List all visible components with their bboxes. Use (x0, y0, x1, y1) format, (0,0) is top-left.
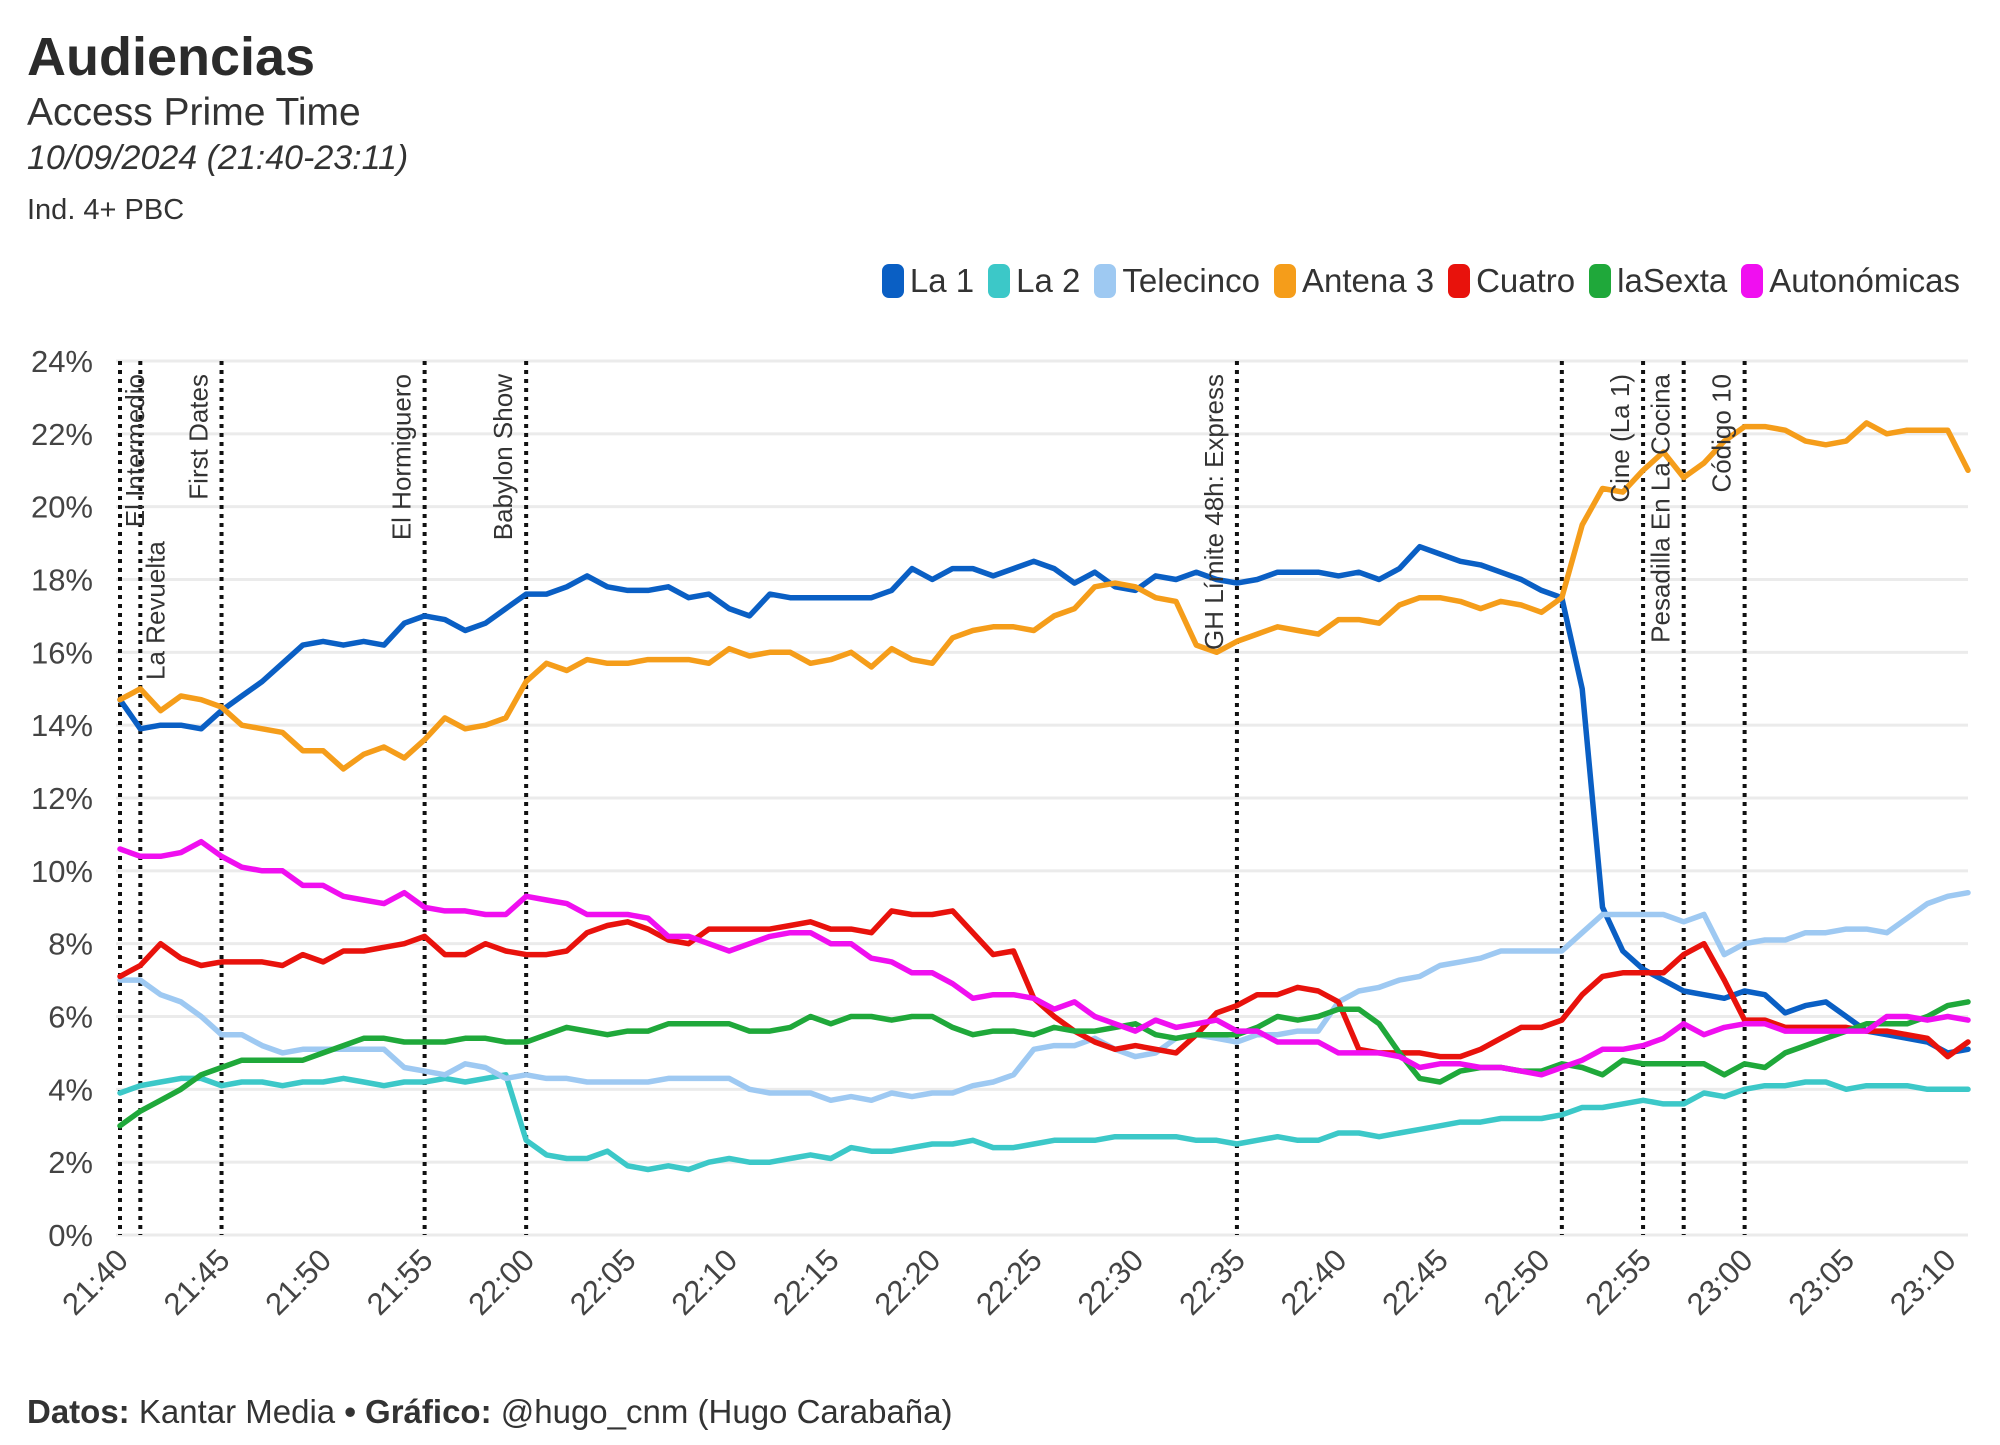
x-tick-label: 22:20 (868, 1242, 948, 1322)
author-value: @hugo_cnm (Hugo Carabaña) (500, 1393, 953, 1430)
x-tick-label: 22:10 (665, 1242, 745, 1322)
legend-key-swatch (881, 264, 904, 298)
legend-key-swatch (1094, 264, 1117, 298)
x-tick-label: 22:15 (766, 1242, 846, 1322)
y-tick-label: 10% (31, 854, 93, 889)
y-tick-label: 6% (48, 1000, 93, 1035)
x-tick-label: 22:35 (1172, 1242, 1252, 1322)
program-label: Babylon Show (488, 374, 518, 540)
y-tick-label: 2% (48, 1145, 93, 1180)
series-line-telecinco (117, 889, 1971, 1104)
y-tick-label: 14% (31, 708, 93, 743)
x-tick-label: 22:30 (1071, 1242, 1151, 1322)
legend-key-swatch (1741, 264, 1764, 298)
y-tick-label: 12% (31, 781, 93, 816)
x-tick-label: 22:45 (1375, 1242, 1455, 1322)
x-tick-label: 23:00 (1680, 1242, 1760, 1322)
x-tick-label: 23:05 (1781, 1242, 1861, 1322)
x-tick-label: 23:10 (1883, 1242, 1963, 1322)
legend-label: Telecinco (1122, 262, 1260, 299)
series-line-la-1 (117, 543, 1971, 1056)
legend: La 1 La 2 Telecinco Antena 3 Cuatro laSexta Au… (868, 262, 1960, 300)
legend-key-swatch (1273, 264, 1296, 298)
series-line-cuatro (117, 908, 1971, 1060)
author-label: Gráfico: (365, 1393, 492, 1430)
x-tick-label: 22:00 (461, 1242, 541, 1322)
legend-label: Cuatro (1476, 262, 1576, 299)
source-value: Kantar Media (138, 1393, 336, 1430)
y-tick-label: 20% (31, 490, 93, 525)
y-tick-label: 22% (31, 417, 93, 452)
legend-item: La 1 (881, 262, 975, 300)
legend-item: Cuatro (1448, 262, 1575, 300)
series-line-auton-micas (117, 838, 1971, 1078)
legend-key-swatch (1448, 264, 1471, 298)
chart-date: 10/09/2024 (21:40-23:11) (27, 139, 409, 177)
legend-item: Telecinco (1094, 262, 1260, 300)
program-label: El Intermedio (120, 374, 150, 527)
program-label: La Revuelta (140, 541, 170, 680)
legend-item: La 2 (988, 262, 1080, 300)
x-tick-label: 21:40 (55, 1242, 135, 1322)
footer-credits: Datos: Kantar Media • Gráfico: @hugo_cnm… (27, 1393, 953, 1431)
legend-label: laSexta (1617, 262, 1728, 299)
legend-item: laSexta (1589, 262, 1727, 300)
legend-label: Autonómicas (1769, 262, 1960, 299)
x-tick-label: 22:25 (969, 1242, 1049, 1322)
target-audience: Ind. 4+ PBC (27, 194, 185, 226)
program-label: Código 10 (1707, 374, 1737, 493)
program-label: GH Límite 48h: Express (1199, 374, 1229, 650)
program-label: Pesadilla En La Cocina (1646, 373, 1676, 642)
x-tick-label: 22:50 (1477, 1242, 1557, 1322)
legend-key-swatch (988, 264, 1011, 298)
y-tick-label: 16% (31, 635, 93, 670)
program-label: First Dates (184, 374, 214, 500)
y-tick-label: 18% (31, 563, 93, 598)
legend-label: Antena 3 (1301, 262, 1435, 299)
series-line-la-2 (117, 1072, 1971, 1173)
x-tick-label: 22:40 (1274, 1242, 1354, 1322)
x-tick-label: 21:45 (157, 1242, 237, 1322)
x-tick-label: 22:55 (1578, 1242, 1658, 1322)
chart-subtitle: Access Prime Time (27, 91, 361, 134)
legend-item: Autonómicas (1741, 262, 1960, 300)
chart-title: Audiencias (27, 27, 316, 87)
legend-label: La 2 (1016, 262, 1081, 299)
x-tick-label: 21:50 (258, 1242, 338, 1322)
x-tick-label: 21:55 (360, 1242, 440, 1322)
y-tick-label: 24% (31, 344, 93, 379)
legend-key-swatch (1589, 264, 1612, 298)
separator: • (344, 1393, 356, 1430)
legend-label: La 1 (909, 262, 975, 299)
y-tick-label: 0% (48, 1218, 93, 1253)
program-label: Cine (La 1) (1605, 374, 1635, 503)
source-label: Datos: (27, 1393, 130, 1430)
y-tick-label: 4% (48, 1072, 93, 1107)
legend-item: Antena 3 (1273, 262, 1435, 300)
series-line-antena-3 (117, 420, 1971, 772)
y-tick-label: 8% (48, 927, 93, 962)
series-line-lasexta (117, 999, 1971, 1129)
program-label: El Hormiguero (387, 374, 417, 540)
x-tick-label: 22:05 (563, 1242, 643, 1322)
